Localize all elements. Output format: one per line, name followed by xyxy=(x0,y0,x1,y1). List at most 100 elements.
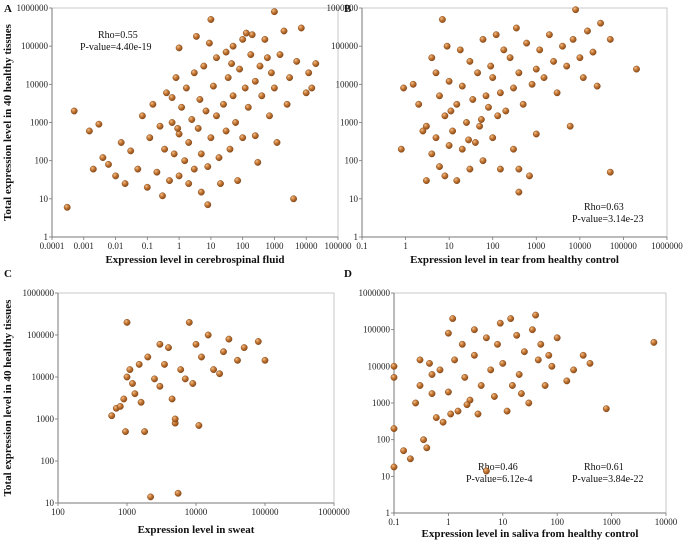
x-axis-title: Expression level in sweat xyxy=(138,524,255,536)
scatter-point xyxy=(135,360,143,368)
scatter-point xyxy=(443,42,451,50)
rho-annotation: Rho=0.46 xyxy=(478,462,518,473)
scatter-point xyxy=(474,410,482,418)
scatter-point xyxy=(232,119,240,126)
scatter-point xyxy=(423,444,431,452)
x-tick-label: 1000000 xyxy=(318,507,350,517)
scatter-point xyxy=(240,344,248,351)
y-tick-label: 10000 xyxy=(26,79,49,89)
scatter-point xyxy=(220,348,227,356)
scatter-point xyxy=(108,412,116,420)
scatter-point xyxy=(428,54,436,62)
y-tick-label: 100000 xyxy=(331,41,359,51)
scatter-point xyxy=(482,334,490,342)
scatter-point xyxy=(197,188,205,196)
scatter-point xyxy=(192,340,200,348)
x-tick-label: 1 xyxy=(177,241,182,251)
scatter-point xyxy=(127,147,135,155)
scatter-point xyxy=(510,145,517,153)
scatter-point xyxy=(633,65,640,73)
scatter-point xyxy=(586,359,594,367)
y-tick-label: 100 xyxy=(35,156,49,166)
scatter-point xyxy=(593,82,601,90)
x-axis-title: Expression level in cerebrospinal fluid xyxy=(105,254,284,266)
scatter-point xyxy=(156,122,164,130)
scatter-point xyxy=(170,150,178,158)
y-tick-label: 10 xyxy=(39,194,49,204)
scatter-point xyxy=(121,180,129,188)
scatter-point xyxy=(248,31,256,39)
scatter-point xyxy=(500,46,508,54)
scatter-point xyxy=(569,36,577,43)
scatter-point xyxy=(470,351,478,359)
scatter-point xyxy=(196,96,204,103)
scatter-point xyxy=(263,54,271,62)
scatter-point xyxy=(174,124,182,132)
x-tick-label: 1 xyxy=(403,241,408,251)
scatter-point xyxy=(456,46,464,54)
scatter-point xyxy=(463,401,471,409)
scatter-point xyxy=(204,163,212,171)
scatter-point xyxy=(453,177,461,185)
scatter-point xyxy=(209,82,217,90)
scatter-point xyxy=(606,36,614,43)
scatter-point xyxy=(390,425,398,432)
scatter-point xyxy=(181,157,189,165)
y-axis-title: Total expression level in 40 healthy tis… xyxy=(2,23,14,221)
x-tick-label: 10000 xyxy=(185,507,208,517)
scatter-point xyxy=(105,160,112,168)
y-tick-label: 10 xyxy=(349,194,359,204)
scatter-point xyxy=(406,455,414,463)
scatter-point xyxy=(390,373,398,381)
scatter-point xyxy=(416,382,424,389)
scatter-point xyxy=(70,107,78,115)
scatter-point xyxy=(525,399,533,407)
scatter-point xyxy=(156,340,164,348)
x-tick-label: 100 xyxy=(51,507,65,517)
scatter-point xyxy=(165,344,172,351)
scatter-point xyxy=(579,351,587,359)
scatter-point xyxy=(190,69,198,77)
scatter-point xyxy=(234,356,241,364)
y-tick-label: 1000 xyxy=(340,118,359,128)
scatter-point xyxy=(161,360,168,368)
scatter-point xyxy=(225,335,233,343)
scatter-point xyxy=(216,370,224,378)
scatter-point xyxy=(280,27,288,35)
x-tick-label: 0.1 xyxy=(142,241,153,251)
y-tick-label: 100000 xyxy=(27,330,55,340)
scatter-point xyxy=(168,94,176,102)
scatter-point xyxy=(283,100,291,108)
scatter-point xyxy=(515,188,523,196)
scatter-point xyxy=(200,62,208,70)
scatter-point xyxy=(553,89,561,97)
scatter-point xyxy=(589,48,597,56)
scatter-point xyxy=(546,31,553,39)
scatter-point xyxy=(146,134,154,142)
scatter-point xyxy=(519,100,527,108)
scatter-point xyxy=(513,331,521,339)
scatter-point xyxy=(466,165,474,173)
y-tick-label: 1000 xyxy=(372,398,391,408)
x-tick-label: 1000 xyxy=(265,241,284,251)
scatter-point xyxy=(204,331,212,339)
scatter-point xyxy=(239,134,247,142)
scatter-point xyxy=(192,33,200,40)
scatter-point xyxy=(606,168,614,176)
scatter-point xyxy=(566,122,574,130)
x-tick-label: 0.0001 xyxy=(40,241,65,251)
scatter-point xyxy=(86,127,93,135)
scatter-point xyxy=(485,103,492,111)
scatter-point xyxy=(166,177,173,185)
scatter-point xyxy=(215,154,223,162)
scatter-point xyxy=(419,127,427,135)
scatter-point xyxy=(499,359,507,367)
x-tick-label: 1000000 xyxy=(651,241,683,251)
scatter-point xyxy=(436,92,443,100)
scatter-point xyxy=(207,16,215,23)
scatter-point xyxy=(447,107,455,115)
scatter-point xyxy=(428,371,436,378)
scatter-point xyxy=(178,103,186,111)
x-tick-label: 0.1 xyxy=(356,241,367,251)
